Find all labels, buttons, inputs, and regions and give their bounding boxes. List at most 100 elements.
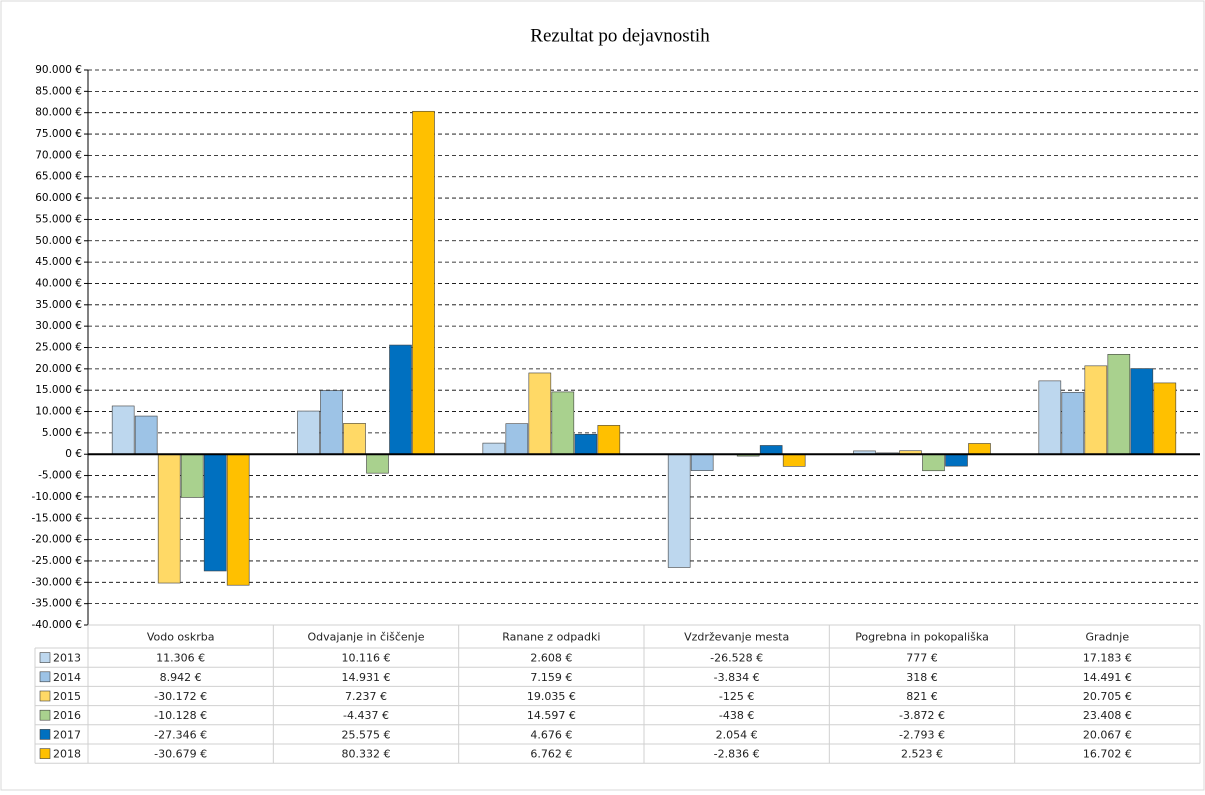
y-tick-label: 25.000 € [35, 342, 82, 354]
bar [134, 415, 158, 455]
table-value: -26.528 € [710, 652, 763, 665]
legend-label: 2016 [53, 709, 81, 722]
table-value: 80.332 € [342, 748, 391, 761]
bar [574, 433, 598, 455]
bar [597, 425, 621, 455]
y-tick-label: -20.000 € [31, 534, 82, 546]
table-value: 17.183 € [1083, 652, 1132, 665]
table-value: 6.762 € [530, 748, 572, 761]
bar [203, 453, 227, 572]
bar [505, 423, 529, 455]
table-value: 16.702 € [1083, 748, 1132, 761]
bar [180, 453, 204, 498]
y-tick-label: 10.000 € [35, 406, 82, 418]
legend-swatch [39, 671, 51, 683]
bar [759, 445, 783, 455]
bar [1130, 368, 1154, 455]
legend-swatch [39, 652, 51, 663]
table-value: 14.931 € [342, 671, 391, 684]
bar [667, 453, 691, 568]
y-tick-label: -30.000 € [31, 576, 82, 588]
table-value: 11.306 € [156, 652, 205, 665]
bar [320, 390, 343, 455]
bar [157, 453, 181, 584]
table-value: 2.523 € [901, 748, 943, 761]
y-tick-label: 90.000 € [35, 64, 82, 76]
y-tick-label: -35.000 € [31, 598, 82, 610]
y-tick-label: -15.000 € [31, 512, 82, 524]
y-tick-label: 15.000 € [35, 384, 82, 396]
y-tick-label: 60.000 € [35, 192, 82, 204]
table-value: -125 € [719, 690, 754, 703]
legend-swatch [39, 709, 51, 721]
bar [782, 453, 806, 467]
table-value: 821 € [906, 690, 938, 703]
table-value: -27.346 € [154, 728, 207, 741]
bar [1061, 392, 1085, 455]
table-value: 14.491 € [1083, 671, 1132, 684]
x-tick-label: Vodo oskrba [147, 631, 215, 644]
x-tick-label: Pogrebna in pokopališka [855, 631, 989, 644]
legend-swatch [39, 690, 51, 702]
legend-label: 2017 [53, 728, 81, 741]
table-value: 7.159 € [530, 671, 572, 684]
x-tick-label: Ranane z odpadki [502, 631, 600, 644]
table-value: 318 € [906, 671, 938, 684]
table-value: -3.834 € [714, 671, 760, 684]
bar [366, 453, 389, 474]
bar [1038, 380, 1062, 455]
table-value: 23.408 € [1083, 709, 1132, 722]
table-value: 7.237 € [345, 690, 387, 703]
bar [343, 423, 366, 455]
table-value: -3.872 € [899, 709, 945, 722]
y-tick-label: 35.000 € [35, 299, 82, 311]
bar [1153, 382, 1177, 455]
table-value: 777 € [906, 652, 938, 665]
bar [111, 405, 135, 455]
y-tick-label: 0 € [65, 448, 82, 460]
bar [690, 453, 714, 471]
bar [412, 110, 435, 455]
table-value: -10.128 € [154, 709, 207, 722]
y-tick-label: 50.000 € [35, 235, 82, 247]
table-value: 25.575 € [342, 728, 391, 741]
x-tick-label: Odvajanje in čiščenje [308, 631, 425, 644]
table-value: 20.067 € [1083, 728, 1132, 741]
y-tick-label: 40.000 € [35, 277, 82, 289]
table-value: 2.608 € [530, 652, 572, 665]
bar [528, 372, 552, 455]
x-tick-label: Gradnje [1086, 631, 1130, 644]
legend-label: 2014 [53, 671, 81, 684]
table-value: -2.793 € [899, 728, 945, 741]
bar [1107, 353, 1131, 455]
table-value: 4.676 € [530, 728, 572, 741]
bar [226, 453, 250, 586]
y-tick-label: -40.000 € [31, 619, 82, 631]
bar [297, 410, 320, 455]
table-value: 14.597 € [527, 709, 576, 722]
y-tick-label: 80.000 € [35, 107, 82, 119]
legend-swatch [39, 729, 51, 740]
table-value: -30.679 € [154, 748, 207, 761]
table-value: 8.942 € [160, 671, 202, 684]
table-value: -4.437 € [343, 709, 389, 722]
legend-label: 2018 [53, 748, 81, 761]
y-tick-label: -25.000 € [31, 555, 82, 567]
bar [482, 442, 506, 455]
y-tick-label: 85.000 € [35, 85, 82, 97]
legend-label: 2015 [53, 690, 81, 703]
table-value: -438 € [719, 709, 754, 722]
y-tick-label: 30.000 € [35, 320, 82, 332]
table-value: 2.054 € [716, 728, 758, 741]
y-tick-label: 55.000 € [35, 213, 82, 225]
y-tick-label: 70.000 € [35, 149, 82, 161]
bar [968, 443, 991, 455]
y-tick-label: 20.000 € [35, 363, 82, 375]
table-value: 20.705 € [1083, 690, 1132, 703]
x-tick-label: Vzdrževanje mesta [684, 631, 789, 644]
bar [1084, 365, 1108, 455]
y-tick-label: 45.000 € [35, 256, 82, 268]
table-value: -30.172 € [154, 690, 207, 703]
